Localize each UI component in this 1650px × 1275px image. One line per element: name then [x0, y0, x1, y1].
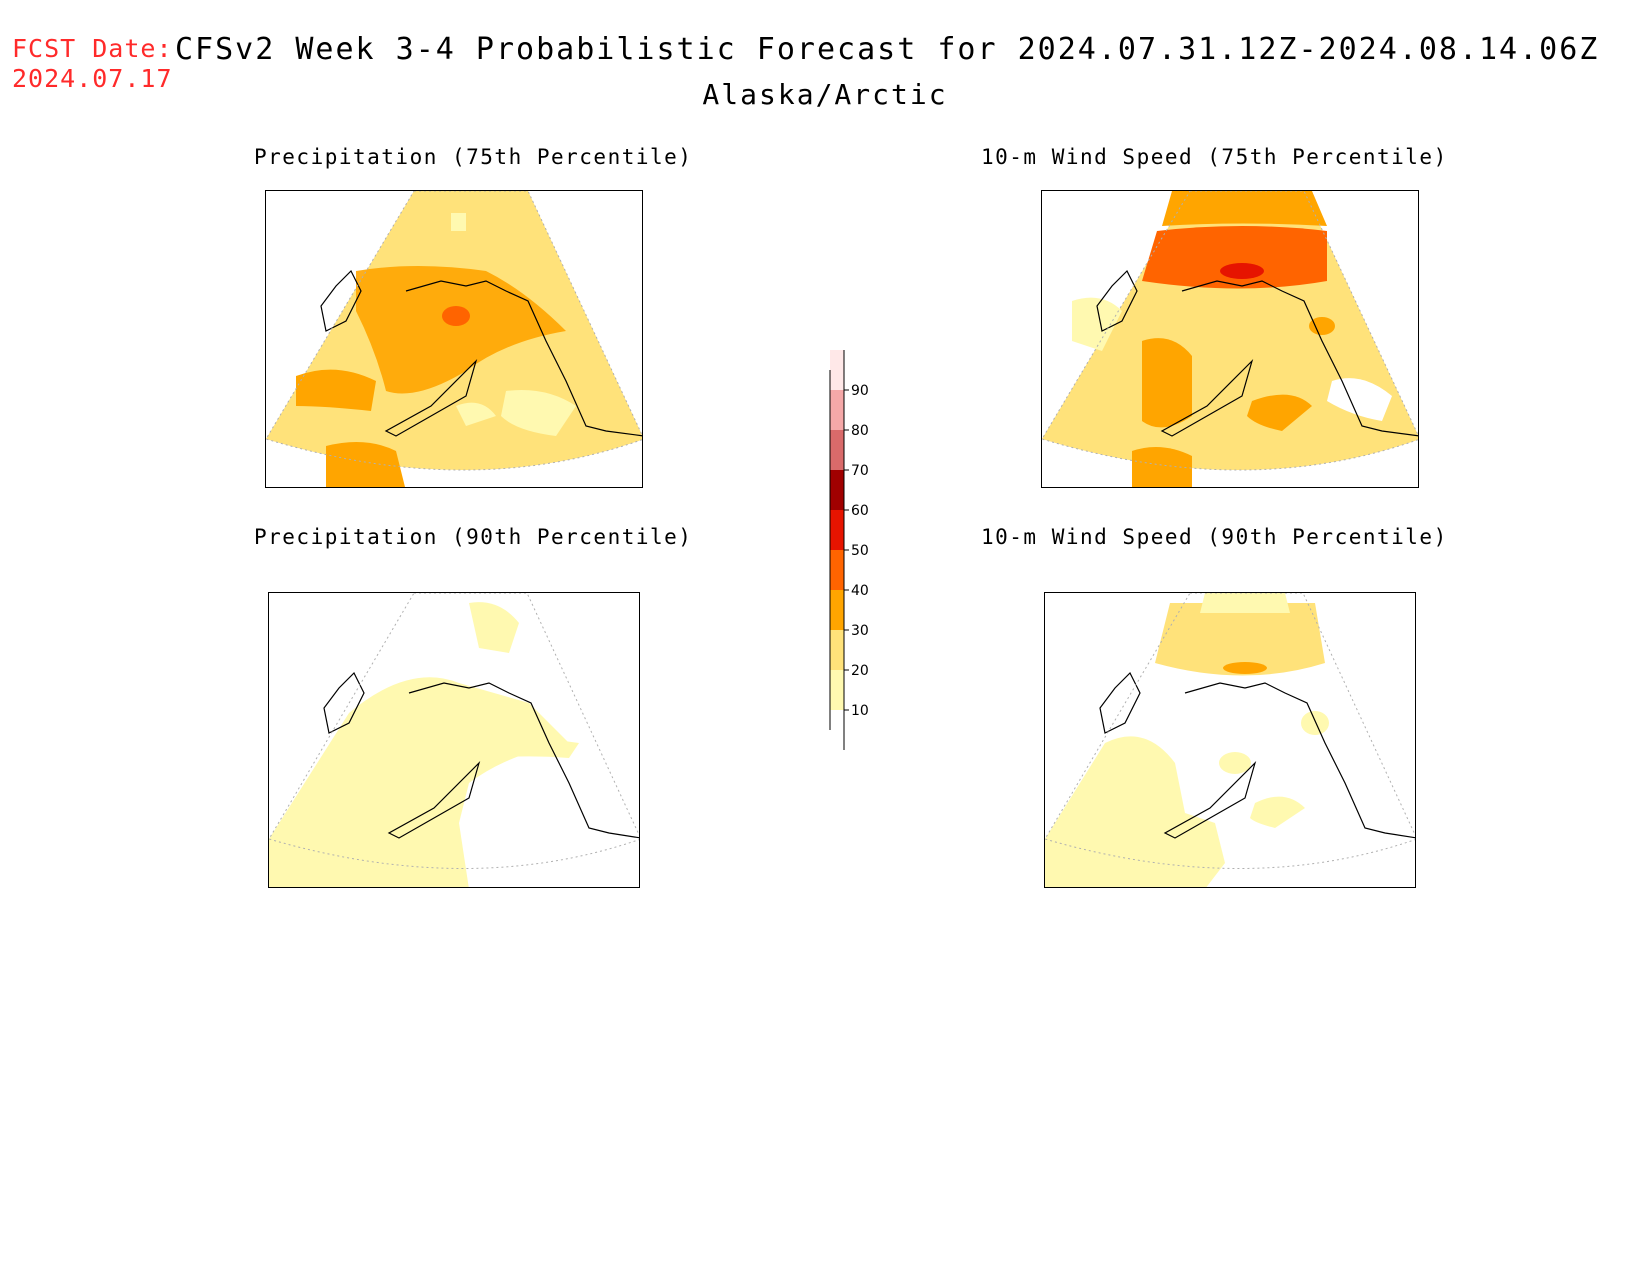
colorbar-tick-label: 20 [851, 663, 869, 679]
panel-title-precip-75: Precipitation (75th Percentile) [254, 145, 693, 169]
colorbar-swatch [830, 390, 844, 430]
panel-title-wind-75: 10-m Wind Speed (75th Percentile) [981, 145, 1448, 169]
panel-title-precip-90: Precipitation (90th Percentile) [254, 525, 693, 549]
colorbar-swatch [830, 350, 844, 390]
colorbar-swatch [830, 710, 844, 750]
forecast-date-value: 2024.07.17 [12, 64, 173, 93]
map-wind-75 [1041, 190, 1419, 488]
colorbar-swatch [830, 590, 844, 630]
colorbar-tick-label: 80 [851, 423, 869, 439]
colorbar-tick-label: 30 [851, 623, 869, 639]
colorbar-tick-label: 70 [851, 463, 869, 479]
colorbar-swatch [830, 430, 844, 470]
colorbar-svg: 10 20 30 40 50 60 70 80 90 [829, 350, 869, 750]
colorbar-swatch [830, 470, 844, 510]
colorbar-tick-label: 10 [851, 703, 869, 719]
colorbar-tick-label: 60 [851, 503, 869, 519]
map-precip-75 [265, 190, 643, 488]
colorbar-swatch [830, 670, 844, 710]
panel-title-wind-90: 10-m Wind Speed (90th Percentile) [981, 525, 1448, 549]
page-title: CFSv2 Week 3-4 Probabilistic Forecast fo… [175, 32, 1600, 67]
map-precip-90 [268, 592, 640, 888]
region-subtitle: Alaska/Arctic [702, 78, 948, 111]
colorbar-tick-label: 40 [851, 583, 869, 599]
colorbar-swatch [830, 510, 844, 550]
colorbar-legend: 10 20 30 40 50 60 70 80 90 [820, 330, 900, 754]
colorbar-tick-label: 50 [851, 543, 869, 559]
colorbar-swatch [830, 550, 844, 590]
forecast-date-label: FCST Date: [12, 34, 173, 63]
map-wind-90 [1044, 592, 1416, 888]
colorbar-swatch [830, 630, 844, 670]
colorbar-tick-label: 90 [851, 383, 869, 399]
